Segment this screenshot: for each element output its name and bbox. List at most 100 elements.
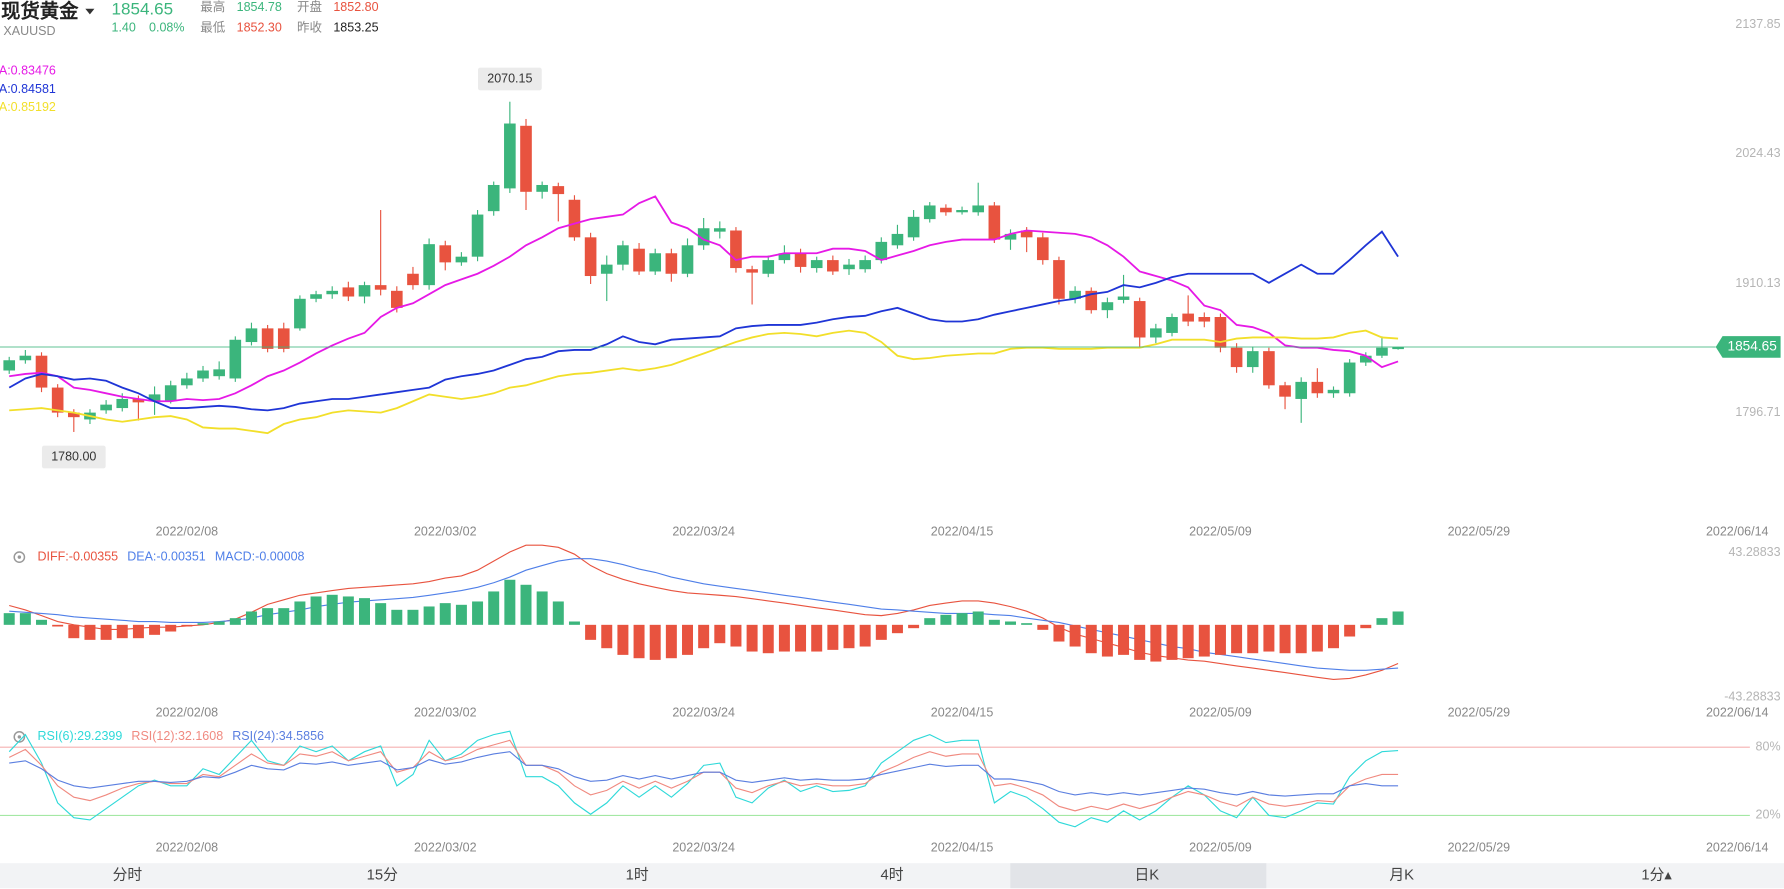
- macd-bar: [843, 624, 855, 649]
- candle-body: [1069, 290, 1081, 299]
- macd-bar: [391, 609, 403, 625]
- candle-body: [713, 228, 726, 232]
- candle-body: [972, 205, 985, 213]
- y-tick-label: 2024.43: [1735, 146, 1780, 160]
- macd-bar: [439, 603, 451, 625]
- y-tick-label: 80%: [1756, 739, 1781, 753]
- max-price-label: 2070.15: [487, 71, 532, 85]
- dropdown-caret[interactable]: [85, 8, 95, 15]
- macd-bar: [342, 596, 354, 625]
- candle-body: [3, 360, 16, 371]
- open-value: 1852.80: [333, 0, 378, 14]
- settings-icon[interactable]: [13, 551, 26, 563]
- macd-bar: [988, 619, 1000, 625]
- candle-body: [294, 298, 306, 329]
- candle-body: [923, 205, 936, 220]
- macd-bar: [149, 624, 161, 635]
- x-tick-label: 2022/02/08: [156, 524, 219, 538]
- macd-bar: [552, 601, 564, 625]
- y-tick-label: 1796.71: [1735, 405, 1780, 419]
- x-tick-label: 2022/03/24: [672, 705, 735, 719]
- macd-bar: [649, 624, 661, 660]
- candle-body: [471, 214, 484, 257]
- macd-bar: [1037, 624, 1049, 630]
- high-label: 最高: [200, 0, 225, 14]
- x-tick-label: 2022/03/24: [672, 524, 735, 538]
- candle-body: [181, 378, 193, 386]
- candle-body: [875, 241, 888, 261]
- period-tab[interactable]: 1时: [626, 867, 649, 884]
- period-tab[interactable]: 4时: [880, 867, 903, 884]
- legend-entry: DEA:-0.00351: [127, 549, 206, 563]
- candle-body: [19, 355, 32, 361]
- candle-body: [1198, 317, 1211, 322]
- macd-bar: [132, 624, 144, 639]
- macd-bar: [1021, 623, 1033, 625]
- macd-bar: [778, 624, 790, 652]
- macd-bar: [488, 591, 500, 625]
- macd-bar: [310, 596, 322, 625]
- candle-body: [1279, 385, 1291, 397]
- legend-entry: MACD:-0.00008: [215, 549, 305, 563]
- macd-bar: [617, 624, 629, 655]
- candle-body: [35, 355, 48, 388]
- macd-bar: [19, 613, 31, 625]
- macd-bar: [633, 624, 645, 659]
- x-tick-label: 2022/03/02: [414, 841, 477, 855]
- macd-bar: [472, 601, 484, 625]
- candle-body: [148, 394, 161, 402]
- x-tick-label: 2022/06/14: [1706, 524, 1769, 538]
- macd-bar: [972, 611, 984, 625]
- x-tick-label: 2022/03/02: [414, 524, 477, 538]
- candle-body: [1182, 313, 1194, 322]
- macd-bar: [1360, 624, 1372, 629]
- macd-bar: [294, 601, 306, 625]
- x-tick-label: 2022/04/15: [931, 705, 994, 719]
- macd-bar: [520, 584, 532, 625]
- settings-icon[interactable]: [13, 731, 26, 743]
- macd-bar: [359, 598, 370, 625]
- y-tick-label: -43.28833: [1724, 689, 1780, 703]
- candle-body: [213, 369, 225, 377]
- candle-body: [310, 294, 322, 299]
- macd-bar: [665, 624, 677, 659]
- period-tab[interactable]: 日K: [1135, 868, 1160, 884]
- candle-body: [1230, 347, 1243, 368]
- macd-bar: [811, 624, 823, 652]
- macd-bar: [1392, 611, 1404, 625]
- macd-bar: [1263, 624, 1275, 652]
- candle-body: [487, 184, 500, 212]
- macd-bar: [908, 624, 920, 629]
- macd-bar: [1198, 624, 1210, 657]
- candle-body: [536, 184, 548, 192]
- macd-bar: [181, 624, 193, 627]
- change: 1.40: [112, 20, 136, 34]
- candle-body: [100, 404, 112, 411]
- macd-bar: [875, 624, 887, 640]
- symbol: XAUUSD: [3, 24, 55, 38]
- candle-body: [568, 199, 581, 238]
- macd-bar: [262, 608, 274, 625]
- candle-body: [1392, 346, 1404, 350]
- macd-bar: [698, 624, 710, 649]
- period-tab[interactable]: 1分▴: [1641, 867, 1672, 884]
- y-tick-label: 43.28833: [1728, 545, 1780, 559]
- low-label: 最低: [200, 20, 226, 34]
- macd-bar: [197, 623, 209, 625]
- period-tab[interactable]: 15分: [367, 867, 398, 884]
- candle-body: [277, 328, 290, 349]
- macd-bar: [165, 624, 177, 632]
- macd-bar: [68, 624, 80, 639]
- period-tab[interactable]: 月K: [1389, 868, 1414, 884]
- period-tab[interactable]: 分时: [113, 867, 143, 884]
- selected-tab-bg: [1010, 863, 1267, 889]
- legend-entry: RSI(6):29.2399: [38, 729, 123, 743]
- high-value: 1854.78: [237, 0, 282, 14]
- x-tick-label: 2022/04/15: [931, 841, 994, 855]
- macd-bar: [375, 603, 387, 625]
- macd-bar: [1295, 624, 1307, 654]
- candle-body: [1150, 328, 1162, 338]
- x-tick-label: 2022/05/29: [1448, 524, 1511, 538]
- candle-body: [1311, 381, 1324, 394]
